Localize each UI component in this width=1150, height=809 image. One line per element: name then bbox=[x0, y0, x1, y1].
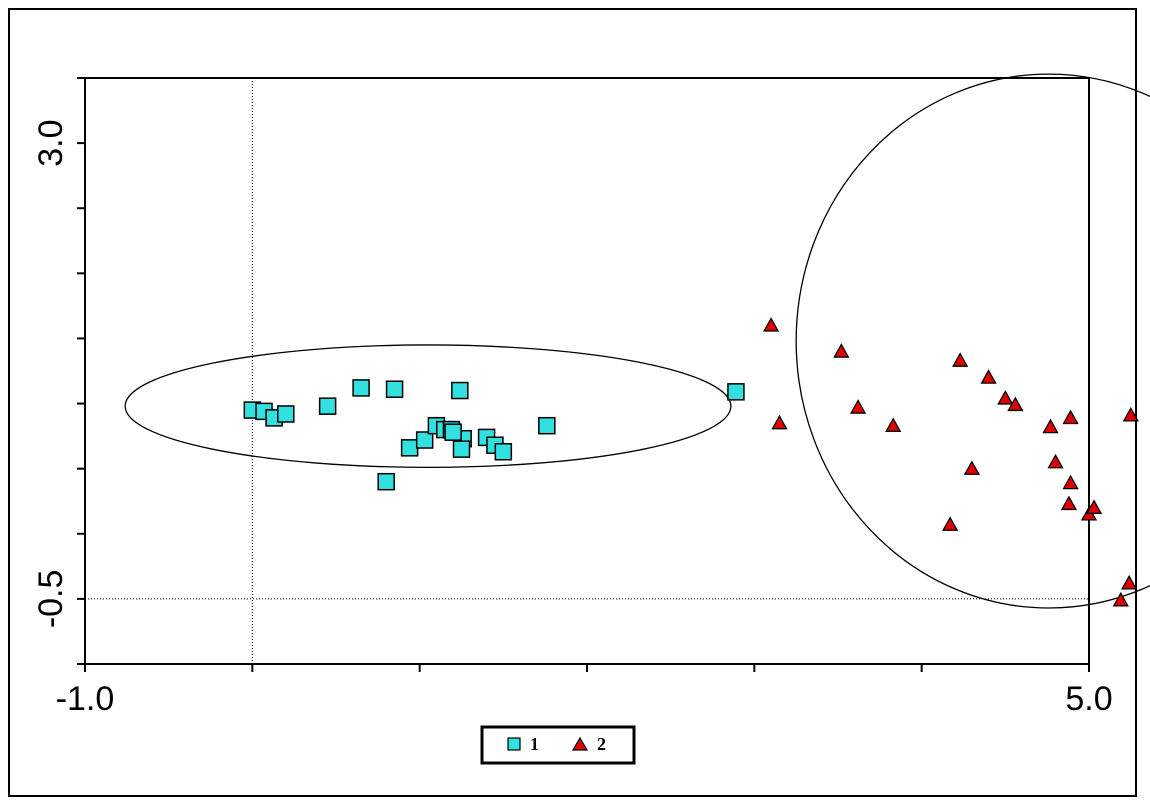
point-series-1 bbox=[538, 416, 556, 435]
data-points bbox=[243, 317, 1139, 607]
tick-labels: -1.0 5.0 -0.5 3.0 bbox=[32, 119, 1113, 718]
point-series-2 bbox=[771, 414, 788, 430]
point-series-2 bbox=[885, 417, 902, 432]
legend-label-2: 2 bbox=[597, 734, 606, 754]
point-series-2 bbox=[980, 369, 997, 384]
point-series-1 bbox=[444, 423, 462, 441]
legend-label-1: 1 bbox=[530, 734, 539, 754]
legend-marker-1 bbox=[507, 737, 521, 751]
chart-frame bbox=[8, 8, 1137, 797]
point-series-2 bbox=[1062, 474, 1079, 490]
point-series-2 bbox=[762, 317, 780, 332]
point-series-1 bbox=[352, 379, 370, 397]
point-series-2 bbox=[1062, 409, 1079, 425]
point-series-2 bbox=[1121, 574, 1138, 590]
point-series-2 bbox=[1112, 591, 1129, 607]
cluster-ellipse-2 bbox=[795, 73, 1150, 609]
x-tick-label-min: -1.0 bbox=[56, 680, 115, 718]
point-series-2 bbox=[963, 460, 980, 475]
cluster-ellipse-1 bbox=[124, 344, 732, 469]
legend-box bbox=[480, 725, 636, 765]
point-series-1 bbox=[385, 380, 404, 398]
point-series-1 bbox=[494, 442, 513, 461]
point-series-1 bbox=[415, 431, 434, 449]
y-tick-label-min: -0.5 bbox=[32, 570, 70, 629]
x-tick-label-max: 5.0 bbox=[1065, 680, 1112, 718]
point-series-2 bbox=[849, 399, 867, 414]
y-tick-label-max: 3.0 bbox=[32, 119, 70, 166]
point-series-2 bbox=[1047, 453, 1064, 469]
point-series-2 bbox=[833, 343, 850, 358]
point-series-2 bbox=[1122, 406, 1139, 422]
point-series-2 bbox=[1042, 418, 1059, 434]
point-series-2 bbox=[1007, 396, 1024, 412]
point-series-1 bbox=[727, 383, 745, 401]
axes bbox=[77, 77, 1090, 672]
point-series-1 bbox=[452, 440, 471, 458]
point-series-2 bbox=[942, 516, 959, 531]
point-series-1 bbox=[277, 405, 295, 423]
grid-layer bbox=[85, 78, 1089, 664]
plot-area-border bbox=[84, 77, 1090, 665]
cluster-ellipses bbox=[124, 73, 1150, 609]
legend-marker-2 bbox=[571, 736, 589, 751]
point-series-2 bbox=[952, 352, 969, 367]
point-series-1 bbox=[377, 472, 395, 491]
point-series-1 bbox=[451, 381, 469, 400]
point-series-1 bbox=[318, 397, 337, 415]
point-series-1 bbox=[400, 439, 419, 457]
point-series-2 bbox=[1060, 495, 1078, 511]
point-series-2 bbox=[1085, 499, 1103, 514]
point-series-2 bbox=[997, 390, 1014, 405]
